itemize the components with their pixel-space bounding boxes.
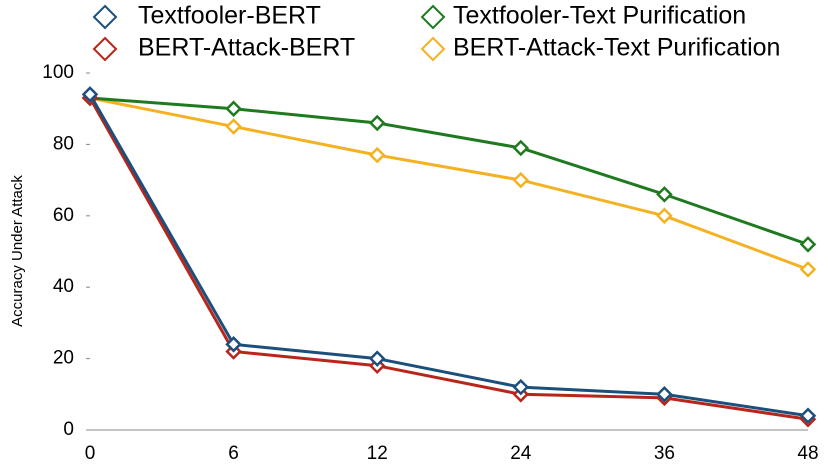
series-line [88, 93, 809, 418]
point-marker [225, 118, 242, 135]
y-tick-label: 80 [53, 133, 74, 154]
legend-marker [92, 36, 118, 62]
series-line [88, 97, 809, 421]
legend-label: BERT-Attack-BERT [138, 34, 355, 62]
point-marker [512, 378, 530, 396]
y-tick-label: 60 [53, 205, 74, 226]
y-tick-label: 100 [42, 62, 74, 83]
legend-label: Textfooler-Text Purification [453, 2, 746, 30]
point-marker [799, 236, 817, 253]
point-marker [799, 261, 817, 278]
x-tick-label: 6 [228, 443, 239, 464]
point-marker [512, 171, 530, 189]
y-tick-label: 20 [53, 348, 74, 369]
x-tick-label: 24 [510, 443, 532, 464]
x-tick-label: 12 [367, 443, 388, 464]
y-axis-title: Accuracy Under Attack [9, 175, 26, 327]
point-marker [368, 114, 386, 132]
point-marker [656, 186, 673, 203]
point-marker [656, 207, 673, 225]
x-tick-label: 0 [85, 443, 96, 464]
point-marker [368, 146, 386, 164]
point-marker [225, 100, 242, 117]
y-tick-label: 0 [63, 419, 74, 440]
point-marker [81, 86, 99, 103]
series-line [89, 96, 809, 271]
legend-label: Textfooler-BERT [138, 2, 321, 30]
y-tick-label: 40 [53, 276, 74, 297]
legend-marker [420, 36, 446, 62]
point-marker [512, 139, 530, 157]
point-marker [656, 386, 673, 403]
series-line [89, 96, 809, 246]
point-marker [368, 350, 386, 367]
x-tick-label: 36 [654, 443, 675, 464]
legend-marker [420, 4, 446, 30]
x-tick-label: 48 [797, 443, 818, 464]
point-marker [225, 336, 242, 353]
point-marker [799, 407, 817, 424]
legend-label: BERT-Attack-Text Purification [453, 34, 780, 62]
legend-marker [92, 4, 118, 30]
